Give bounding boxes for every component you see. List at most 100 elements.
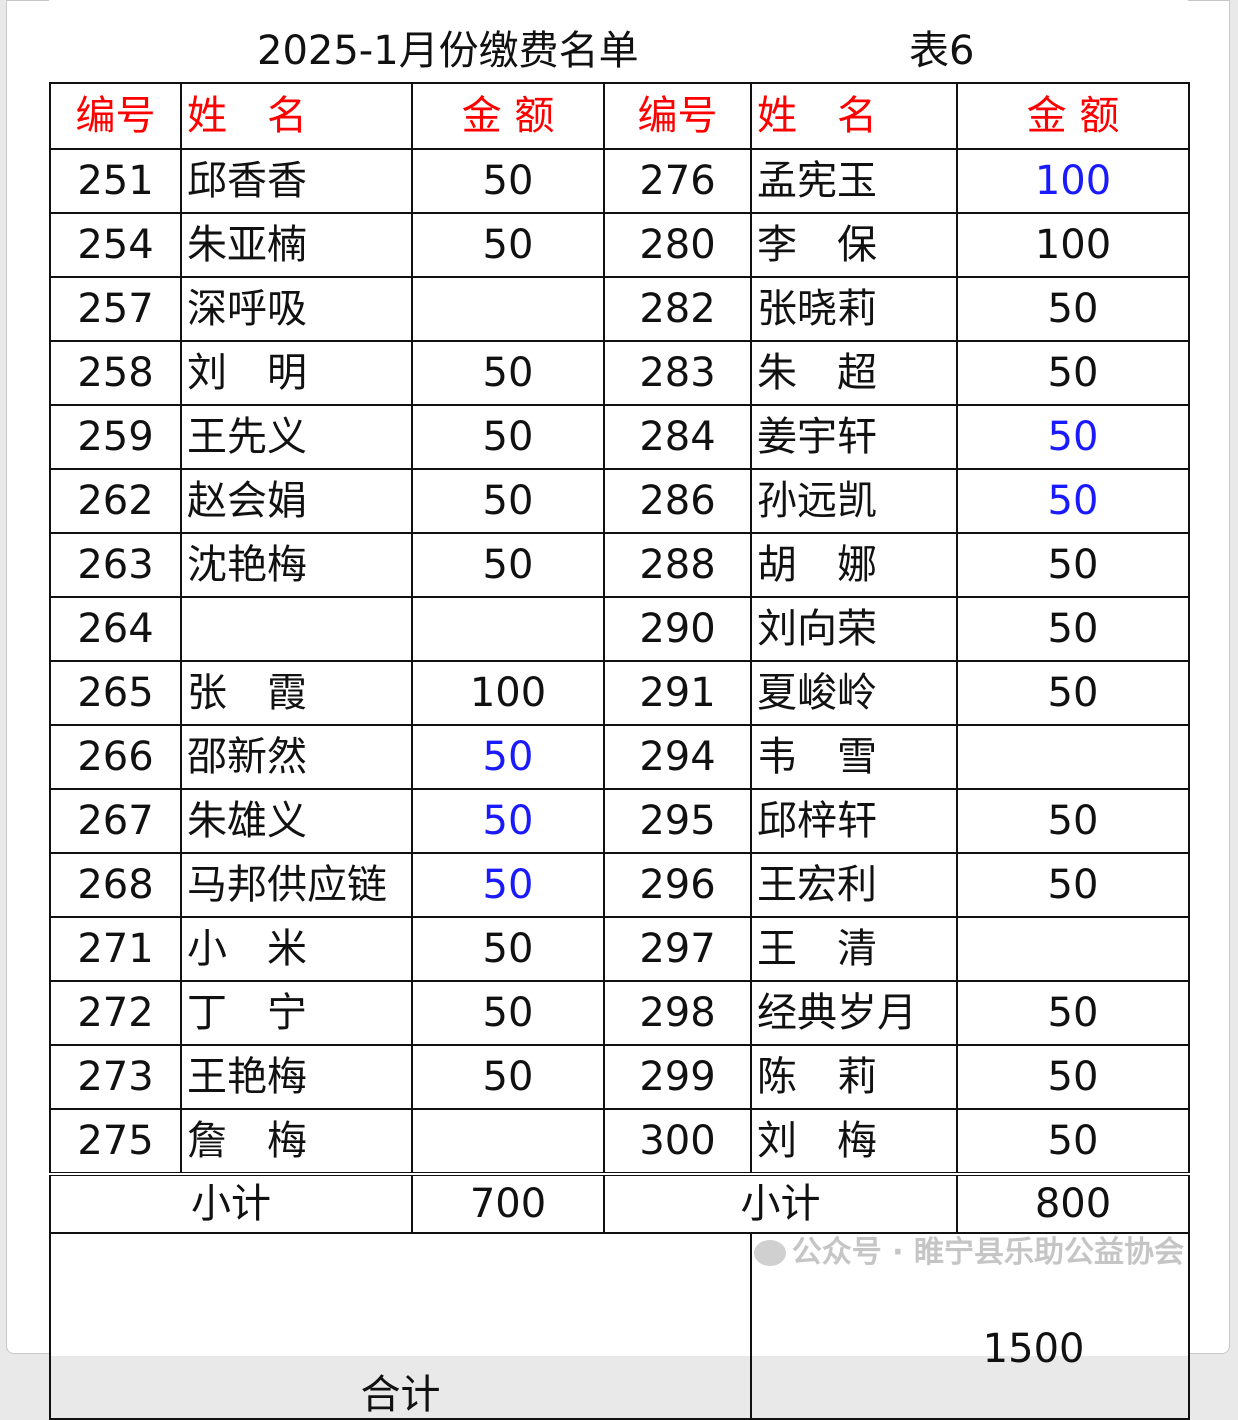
subtotal-row: 小计 700 小计 800 (49, 1172, 1190, 1234)
header-row: 编号 姓 名 金 额 编号 姓 名 金 额 (49, 82, 1190, 150)
amount (956, 724, 1190, 790)
member-name: 经典岁月 (750, 980, 958, 1046)
member-name: 赵会娟 (180, 468, 413, 534)
table-row: 268 马邦供应链 50 296 王宏利 50 (49, 852, 1190, 918)
amount: 50 (956, 532, 1190, 598)
amount: 50 (956, 404, 1190, 470)
header-amount: 金 额 (411, 82, 605, 150)
member-number: 284 (603, 404, 752, 470)
member-number: 294 (603, 724, 752, 790)
table-row: 266 邵新然 50 294 韦 雪 (49, 724, 1190, 790)
payment-table: 编号 姓 名 金 额 编号 姓 名 金 额 251 邱香香 50 276 孟宪玉 100 2… (49, 82, 1190, 1420)
sheet-number: 表6 (909, 28, 975, 74)
amount: 50 (956, 596, 1190, 662)
member-name: 詹 梅 (180, 1108, 413, 1175)
header-amount: 金 额 (956, 82, 1190, 150)
amount: 50 (411, 212, 605, 278)
member-number: 288 (603, 532, 752, 598)
amount: 50 (956, 276, 1190, 342)
wechat-icon (753, 1240, 786, 1266)
member-name: 王宏利 (750, 852, 958, 918)
total-label: 合计 (49, 1232, 752, 1420)
member-number: 290 (603, 596, 752, 662)
member-name: 刘向荣 (750, 596, 958, 662)
amount: 50 (411, 916, 605, 982)
member-name: 马邦供应链 (180, 852, 413, 918)
amount: 50 (956, 1108, 1190, 1175)
table-row: 254 朱亚楠 50 280 李 保 100 (49, 212, 1190, 278)
amount: 50 (411, 404, 605, 470)
amount: 50 (411, 148, 605, 214)
title-row: 2025-1月份缴费名单 表6 (49, 0, 1188, 82)
table-row: 251 邱香香 50 276 孟宪玉 100 (49, 148, 1190, 214)
subtotal-label: 小计 (49, 1172, 413, 1234)
amount: 50 (956, 852, 1190, 918)
member-number: 272 (49, 980, 182, 1046)
amount: 50 (411, 1044, 605, 1110)
table-row: 257 深呼吸 282 张晓莉 50 (49, 276, 1190, 342)
subtotal-label: 小计 (603, 1172, 958, 1234)
total-cell: 公众号 · 睢宁县乐助公益协会 1500 (750, 1232, 1190, 1420)
amount: 50 (956, 980, 1190, 1046)
total-row: 合计 公众号 · 睢宁县乐助公益协会 1500 (49, 1232, 1190, 1420)
table-row: 272 丁 宁 50 298 经典岁月 50 (49, 980, 1190, 1046)
header-name: 姓 名 (750, 82, 958, 150)
member-name: 朱亚楠 (180, 212, 413, 278)
header-number: 编号 (49, 82, 182, 150)
amount (411, 276, 605, 342)
amount (411, 596, 605, 662)
member-number: 263 (49, 532, 182, 598)
member-number: 296 (603, 852, 752, 918)
member-number: 291 (603, 660, 752, 726)
member-number: 266 (49, 724, 182, 790)
member-number: 259 (49, 404, 182, 470)
table-row: 262 赵会娟 50 286 孙远凯 50 (49, 468, 1190, 534)
amount (411, 1108, 605, 1175)
member-number: 283 (603, 340, 752, 406)
member-number: 275 (49, 1108, 182, 1175)
member-name: 孙远凯 (750, 468, 958, 534)
member-name: 小 米 (180, 916, 413, 982)
member-number: 276 (603, 148, 752, 214)
member-number: 262 (49, 468, 182, 534)
table-row: 271 小 米 50 297 王 清 (49, 916, 1190, 982)
spreadsheet: 2025-1月份缴费名单 表6 编号 姓 名 金 额 编号 姓 名 金 额 25… (49, 0, 1190, 1420)
member-name: 王 清 (750, 916, 958, 982)
member-number: 258 (49, 340, 182, 406)
amount: 50 (411, 532, 605, 598)
member-name: 邵新然 (180, 724, 413, 790)
member-number: 254 (49, 212, 182, 278)
amount: 100 (956, 212, 1190, 278)
member-number: 282 (603, 276, 752, 342)
subtotal-right: 800 (956, 1172, 1190, 1234)
member-name: 邱香香 (180, 148, 413, 214)
amount: 100 (956, 148, 1190, 214)
table-row: 263 沈艳梅 50 288 胡 娜 50 (49, 532, 1190, 598)
member-number: 257 (49, 276, 182, 342)
amount: 100 (411, 660, 605, 726)
member-number: 300 (603, 1108, 752, 1175)
member-name: 刘 明 (180, 340, 413, 406)
amount: 50 (956, 340, 1190, 406)
member-name: 沈艳梅 (180, 532, 413, 598)
member-number: 267 (49, 788, 182, 854)
amount: 50 (956, 660, 1190, 726)
member-name (180, 596, 413, 662)
member-name: 陈 莉 (750, 1044, 958, 1110)
member-number: 286 (603, 468, 752, 534)
member-number: 251 (49, 148, 182, 214)
member-name: 邱梓轩 (750, 788, 958, 854)
amount: 50 (956, 788, 1190, 854)
table-row: 275 詹 梅 300 刘 梅 50 (49, 1108, 1190, 1175)
amount: 50 (411, 468, 605, 534)
member-name: 深呼吸 (180, 276, 413, 342)
watermark: 公众号 · 睢宁县乐助公益协会 (753, 1236, 1184, 1270)
member-number: 297 (603, 916, 752, 982)
member-name: 王先义 (180, 404, 413, 470)
member-name: 朱雄义 (180, 788, 413, 854)
member-number: 268 (49, 852, 182, 918)
member-number: 273 (49, 1044, 182, 1110)
member-name: 朱 超 (750, 340, 958, 406)
member-number: 280 (603, 212, 752, 278)
subtotal-left: 700 (411, 1172, 605, 1234)
